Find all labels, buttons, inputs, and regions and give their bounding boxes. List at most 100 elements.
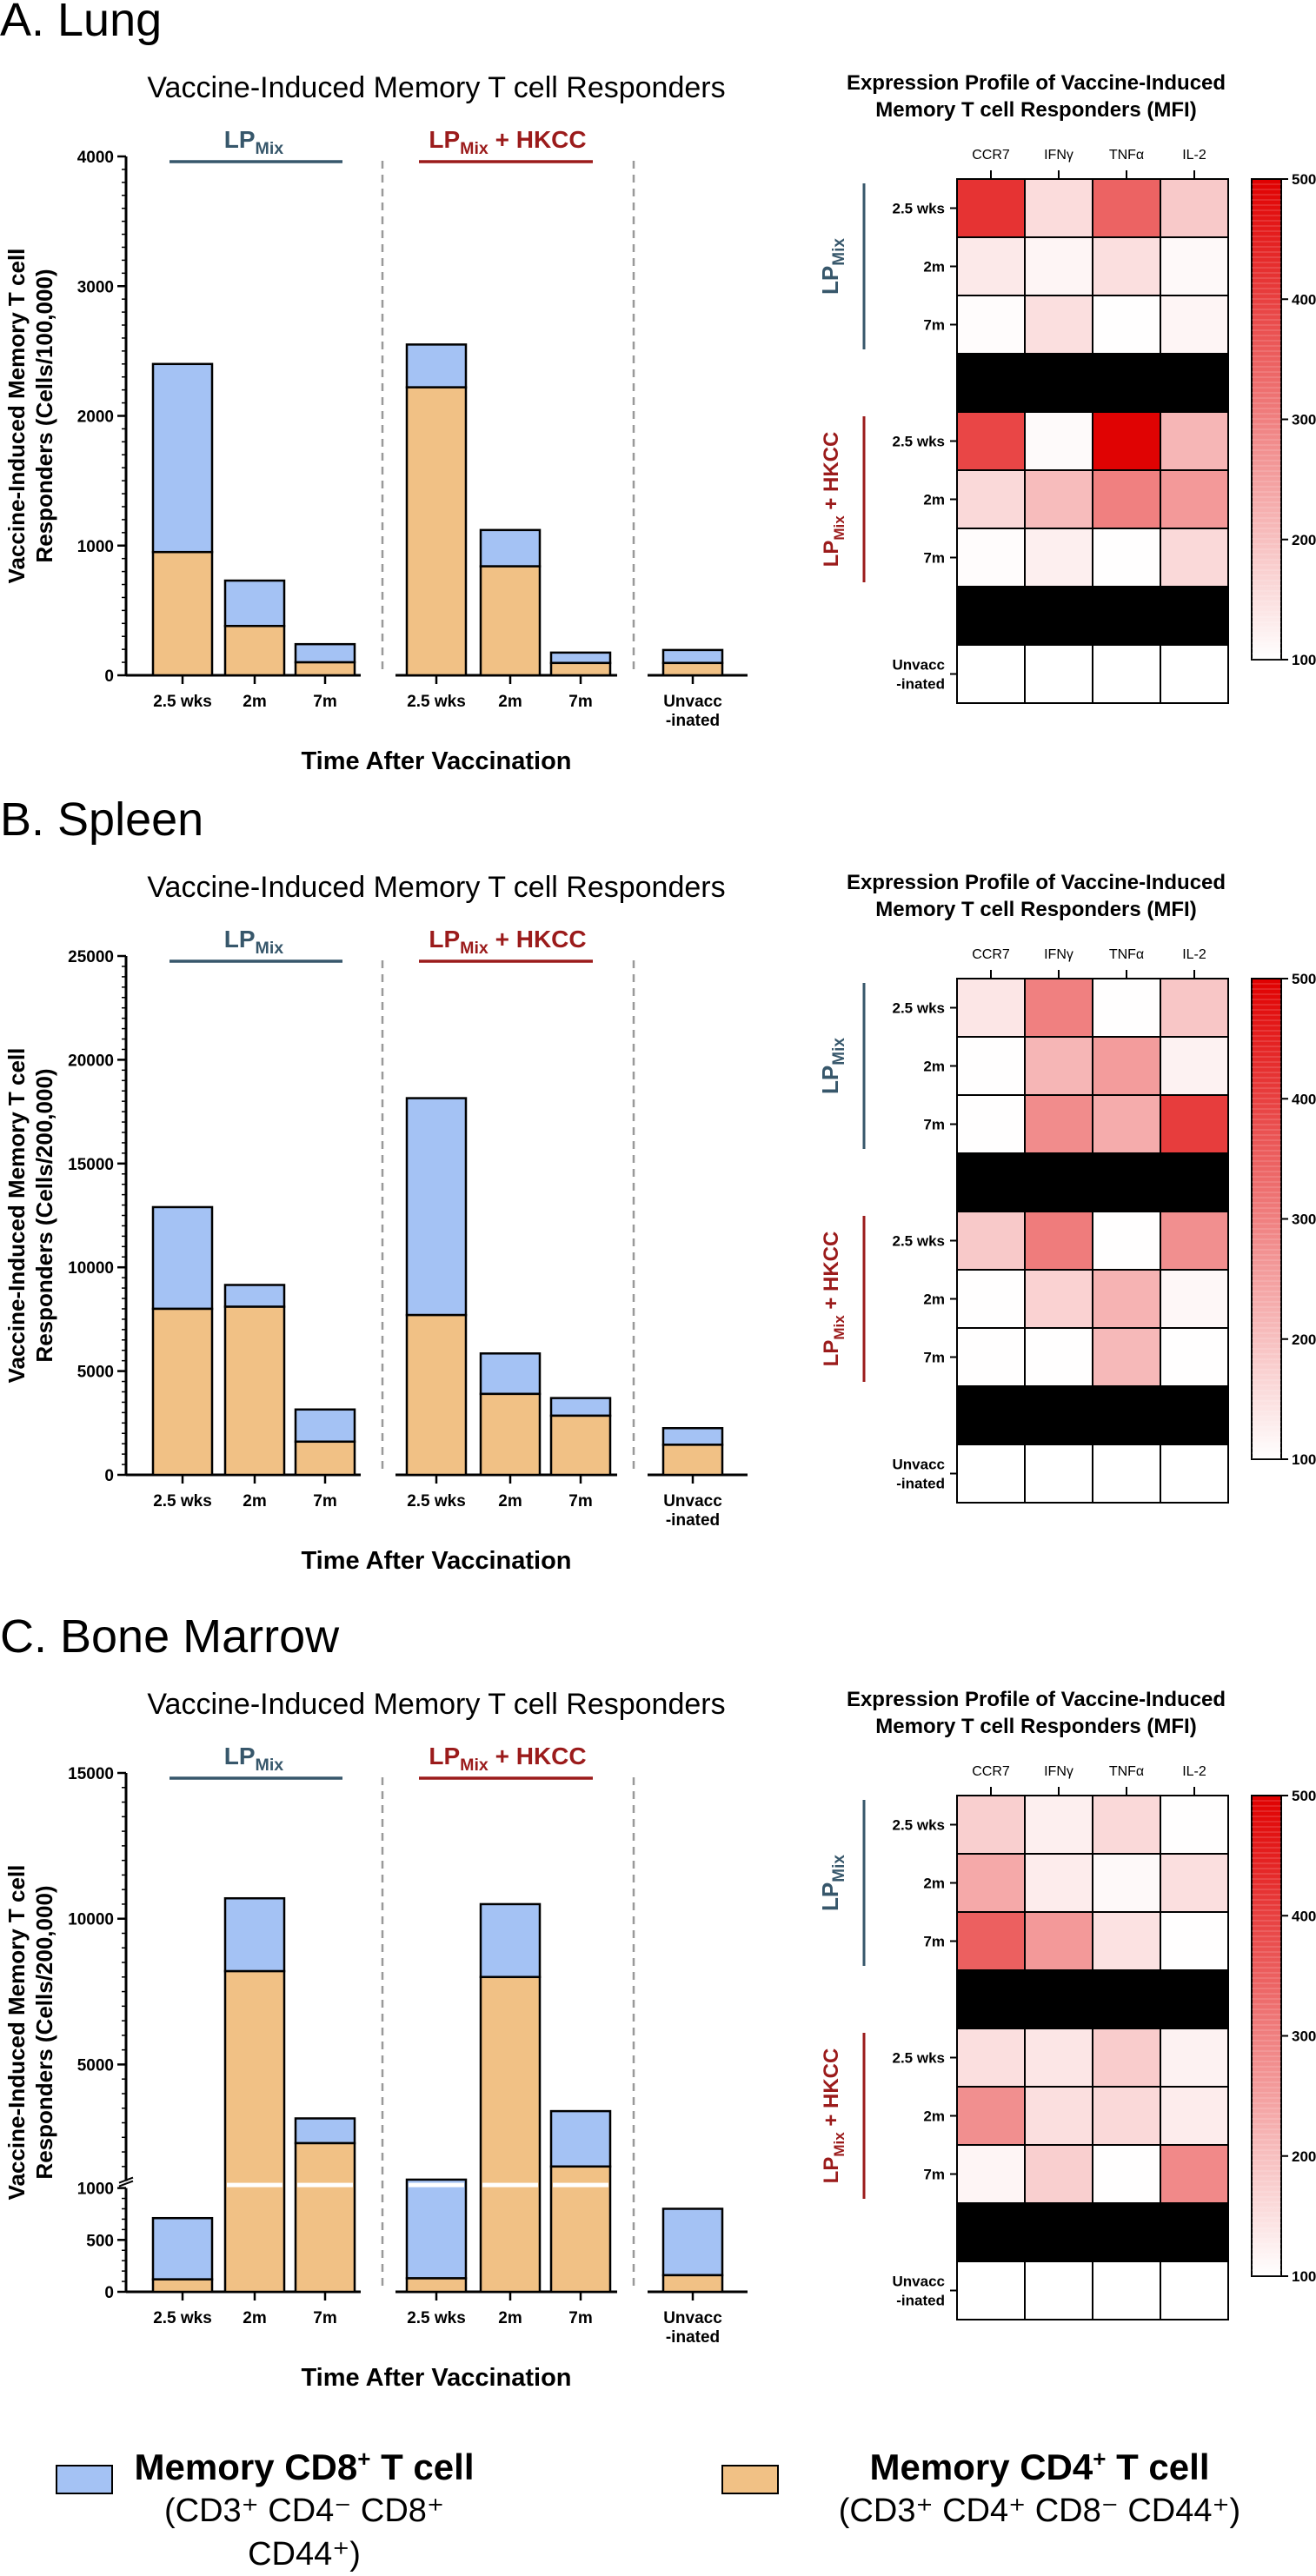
y-tick-label: 10000	[68, 1259, 114, 1278]
heat-cell	[956, 1853, 1026, 1913]
heatmap-title: Expression Profile of Vaccine-Induced	[847, 871, 1226, 894]
heat-cell	[1024, 1269, 1093, 1329]
heat-cell	[1092, 978, 1161, 1038]
heat-row-label: 2m	[923, 1291, 945, 1308]
heat-cell	[1160, 2144, 1229, 2204]
group-label-lp-hkcc: LPMix + HKCC	[429, 926, 586, 958]
colorbar-tick-label: 400	[1292, 1908, 1316, 1924]
colorbar-tick-label: 500	[1292, 971, 1316, 987]
heat-group-label-hkcc: LPMix + HKCC	[820, 2048, 847, 2184]
heat-cell	[956, 978, 1026, 1038]
x-tick-label: Unvacc	[663, 2309, 722, 2327]
bar-cd4	[405, 2277, 468, 2294]
x-tick-label: 7m	[568, 2309, 592, 2327]
heat-cell	[1160, 2261, 1229, 2320]
heat-cell	[1092, 1911, 1161, 1971]
heat-cell	[1160, 1269, 1229, 1329]
heat-cell	[1160, 1444, 1229, 1504]
bar-cd4	[223, 625, 286, 677]
y-tick-label: 4000	[77, 149, 114, 167]
colorbar-tick-label: 300	[1292, 1212, 1316, 1228]
heat-cell	[1024, 1795, 1093, 1855]
bar-cd8	[479, 1352, 542, 1396]
group-label-lp-hkcc: LPMix + HKCC	[429, 1743, 586, 1775]
colorbar-tick-label: 100	[1292, 1451, 1316, 1468]
group-label-lp: LPMix	[224, 126, 284, 158]
y-axis-label: Vaccine-Induced Memory T cellResponders …	[3, 1865, 57, 2201]
heat-cell	[1024, 178, 1093, 238]
colorbar	[1251, 1795, 1282, 2277]
heat-cell	[1024, 528, 1093, 588]
heat-blackout-row	[957, 1153, 1228, 1212]
heat-row-label: -inated	[896, 2293, 945, 2309]
heat-cell	[1024, 2086, 1093, 2146]
heat-cell	[1024, 1444, 1093, 1504]
x-tick-label: Unvacc	[663, 693, 722, 711]
heat-group-label-lp: LPMix	[817, 1855, 848, 1911]
bar-chart: Vaccine-Induced Memory T cell Responders…	[3, 71, 748, 775]
bar-cd4	[661, 1444, 724, 1477]
heat-cell	[1092, 2086, 1161, 2146]
x-axis-label: Time After Vaccination	[301, 747, 571, 775]
panel-bone-marrow: C. Bone Marrow Vaccine-Induced Memory T …	[0, 1610, 1316, 2407]
bar-break-mark	[553, 2182, 608, 2188]
bar-cd4	[661, 661, 724, 677]
heat-cell	[956, 528, 1026, 588]
heat-cell	[1092, 2028, 1161, 2088]
heat-cell	[1024, 411, 1093, 471]
heat-cell	[1160, 469, 1229, 529]
group-label-lp-hkcc: LPMix + HKCC	[429, 126, 586, 158]
bar-cd8	[405, 1097, 468, 1317]
bar-cd4	[294, 661, 356, 677]
heat-group-label-lp: LPMix	[817, 1038, 848, 1094]
legend-cd4-markers: (CD3⁺ CD4⁺ CD8⁻ CD44⁺)	[838, 2493, 1241, 2529]
bar-chart-title: Vaccine-Induced Memory T cell Responders	[147, 871, 725, 904]
heatmap: Expression Profile of Vaccine-Induced Mem…	[817, 71, 1316, 704]
legend: Memory CD8+ T cell (CD3⁺ CD4⁻ CD8⁺ CD44⁺…	[0, 2433, 1316, 2573]
heat-blackout-row	[957, 1386, 1228, 1444]
colorbar	[1251, 978, 1282, 1460]
heat-row-label: 2.5 wks	[893, 1000, 946, 1017]
x-tick-label: 7m	[568, 693, 592, 711]
bar-cd4	[479, 1392, 542, 1477]
x-tick-label: 2m	[498, 693, 522, 711]
bar-cd8	[223, 579, 286, 627]
heat-row-label: Unvacc	[893, 2274, 945, 2290]
heat-cell	[956, 1444, 1026, 1504]
bar-cd8	[479, 528, 542, 568]
heat-row-label: 7m	[923, 317, 945, 334]
heat-column-label: CCR7	[972, 148, 1010, 163]
heat-row-label: 2m	[923, 1059, 945, 1075]
colorbar-tick-label: 200	[1292, 2148, 1316, 2165]
panel-lung: A. Lung Vaccine-Induced Memory T cell Re…	[0, 0, 1316, 791]
legend-cd4-sup: +	[1093, 2446, 1107, 2472]
heat-column-label: IL-2	[1182, 148, 1206, 163]
heat-column-label: CCR7	[972, 1764, 1010, 1779]
colorbar	[1251, 178, 1282, 661]
colorbar-tick-label: 500	[1292, 171, 1316, 188]
heat-cell	[1024, 295, 1093, 355]
heat-cell	[1024, 2144, 1093, 2204]
heat-row-label: 7m	[923, 2167, 945, 2183]
y-axis-label: Vaccine-Induced Memory T cellResponders …	[3, 249, 57, 584]
heat-cell	[1160, 978, 1229, 1038]
heat-cell	[956, 2144, 1026, 2204]
heat-grid-outline	[956, 978, 1229, 1504]
heat-cell	[1160, 2086, 1229, 2146]
colorbar-tick-label: 200	[1292, 532, 1316, 548]
colorbar-tick-label: 300	[1292, 412, 1316, 428]
heatmap-title: Memory T cell Responders (MFI)	[875, 1715, 1196, 1738]
y-axis-break-mark	[118, 2180, 134, 2188]
heat-cell	[956, 1269, 1026, 1329]
heat-row-label: -inated	[896, 1476, 945, 1492]
bar-cd8	[223, 1896, 286, 1973]
heat-cell	[1024, 2261, 1093, 2320]
heat-cell	[1024, 2028, 1093, 2088]
bar-break-mark	[227, 2182, 282, 2188]
heat-cell	[1092, 1036, 1161, 1096]
bar-cd8	[661, 648, 724, 665]
bar-cd8	[405, 2178, 468, 2280]
heat-column-label: TNFα	[1109, 1764, 1144, 1779]
heatmap: Expression Profile of Vaccine-Induced Mem…	[817, 1688, 1316, 2320]
heat-cell	[1092, 1094, 1161, 1154]
